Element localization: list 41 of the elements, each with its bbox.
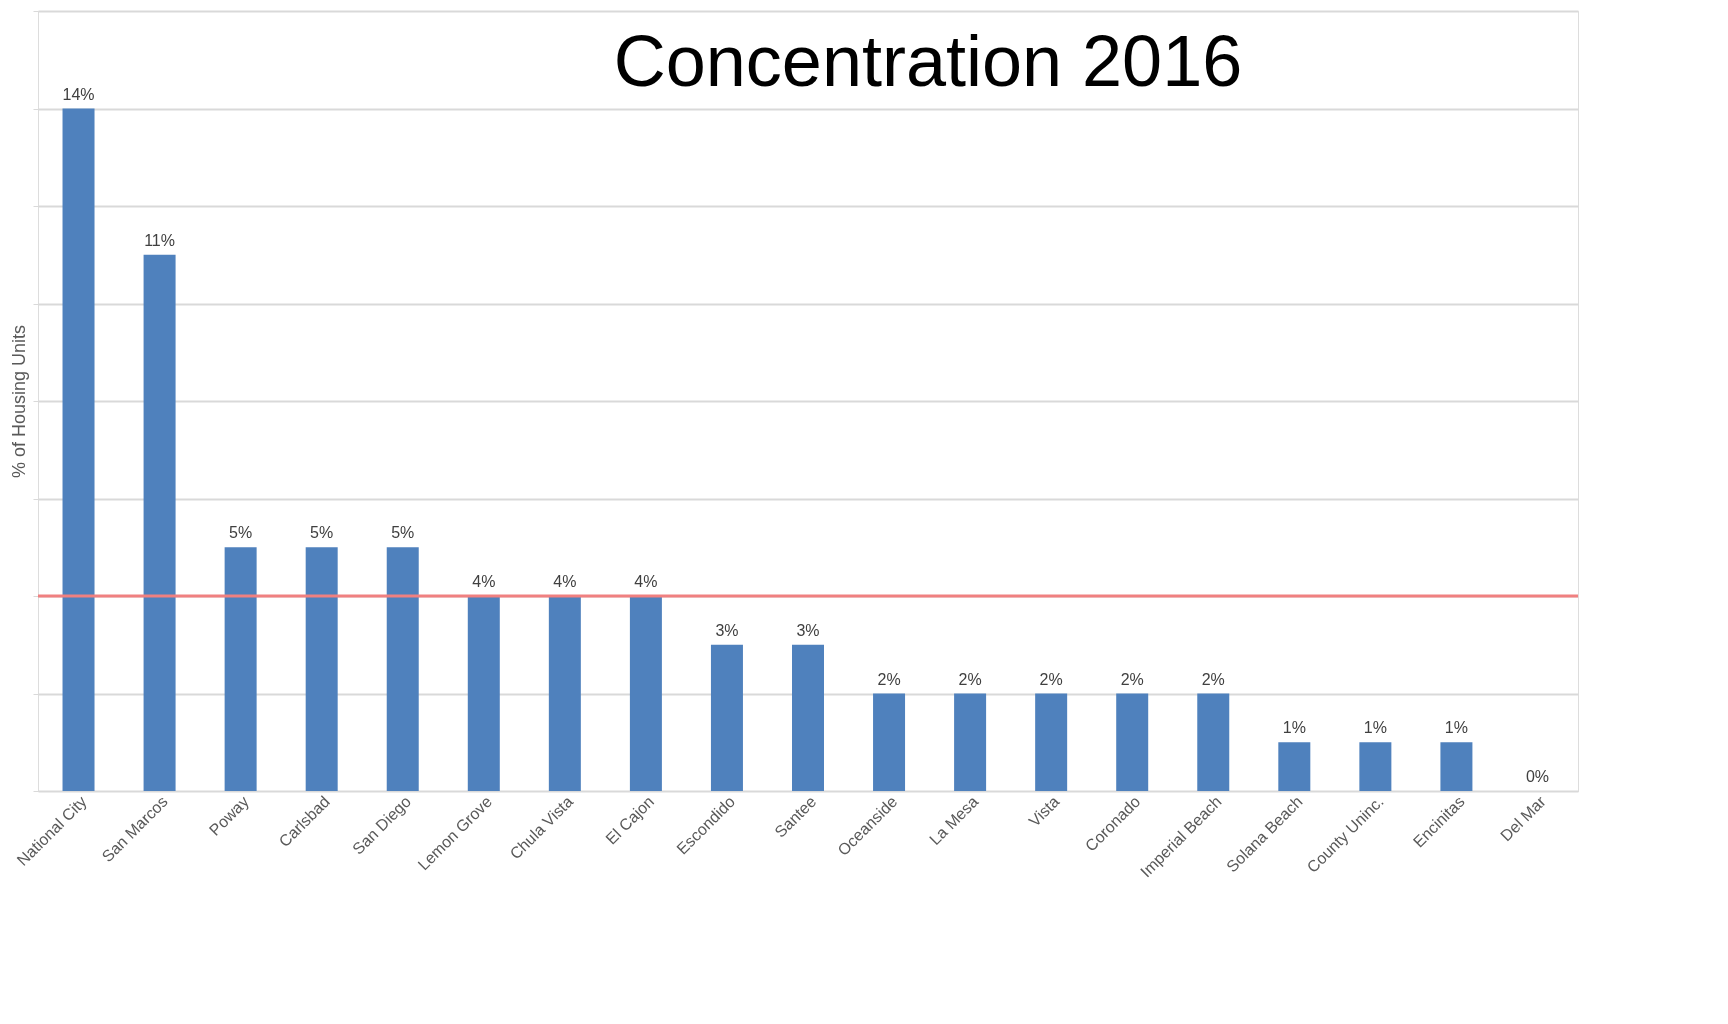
data-label: 2% <box>877 670 901 688</box>
data-label: 3% <box>715 621 739 639</box>
data-label: 1% <box>1363 719 1387 737</box>
data-label: 2% <box>1120 670 1144 688</box>
y-axis-title: % of Housing Units <box>9 324 29 479</box>
bar <box>62 108 95 791</box>
bar <box>1116 693 1149 791</box>
data-label: 5% <box>310 524 334 542</box>
data-label: 2% <box>1201 670 1225 688</box>
bar <box>710 644 743 791</box>
data-label: 2% <box>958 670 982 688</box>
bar <box>386 547 419 791</box>
bar <box>224 547 257 791</box>
data-label: 5% <box>391 524 415 542</box>
bar <box>792 644 824 791</box>
bar <box>305 547 338 791</box>
bar <box>548 596 581 791</box>
x-tick-label: Vista <box>1025 792 1063 830</box>
data-label: 5% <box>229 524 253 542</box>
bar <box>1278 742 1311 791</box>
bar <box>629 596 662 791</box>
data-label: 0% <box>1525 768 1550 785</box>
data-label: 14% <box>62 85 95 103</box>
chart-title: Concentration 2016 <box>613 20 1243 101</box>
data-label: 4% <box>472 573 496 590</box>
bar <box>467 596 500 791</box>
bar <box>1035 693 1068 791</box>
data-label: 1% <box>1282 719 1306 737</box>
x-tick-label: Del Mar <box>1497 792 1550 845</box>
bar <box>1197 693 1230 791</box>
data-label: 2% <box>1039 670 1063 688</box>
bar <box>873 693 906 791</box>
bar <box>1440 742 1473 791</box>
bar <box>954 693 987 791</box>
data-label: 4% <box>634 573 658 590</box>
bar <box>1359 742 1392 791</box>
data-label: 11% <box>144 231 175 249</box>
data-label: 4% <box>553 573 577 590</box>
data-label: 3% <box>796 621 820 639</box>
data-label: 1% <box>1444 719 1468 737</box>
bar <box>143 254 176 791</box>
